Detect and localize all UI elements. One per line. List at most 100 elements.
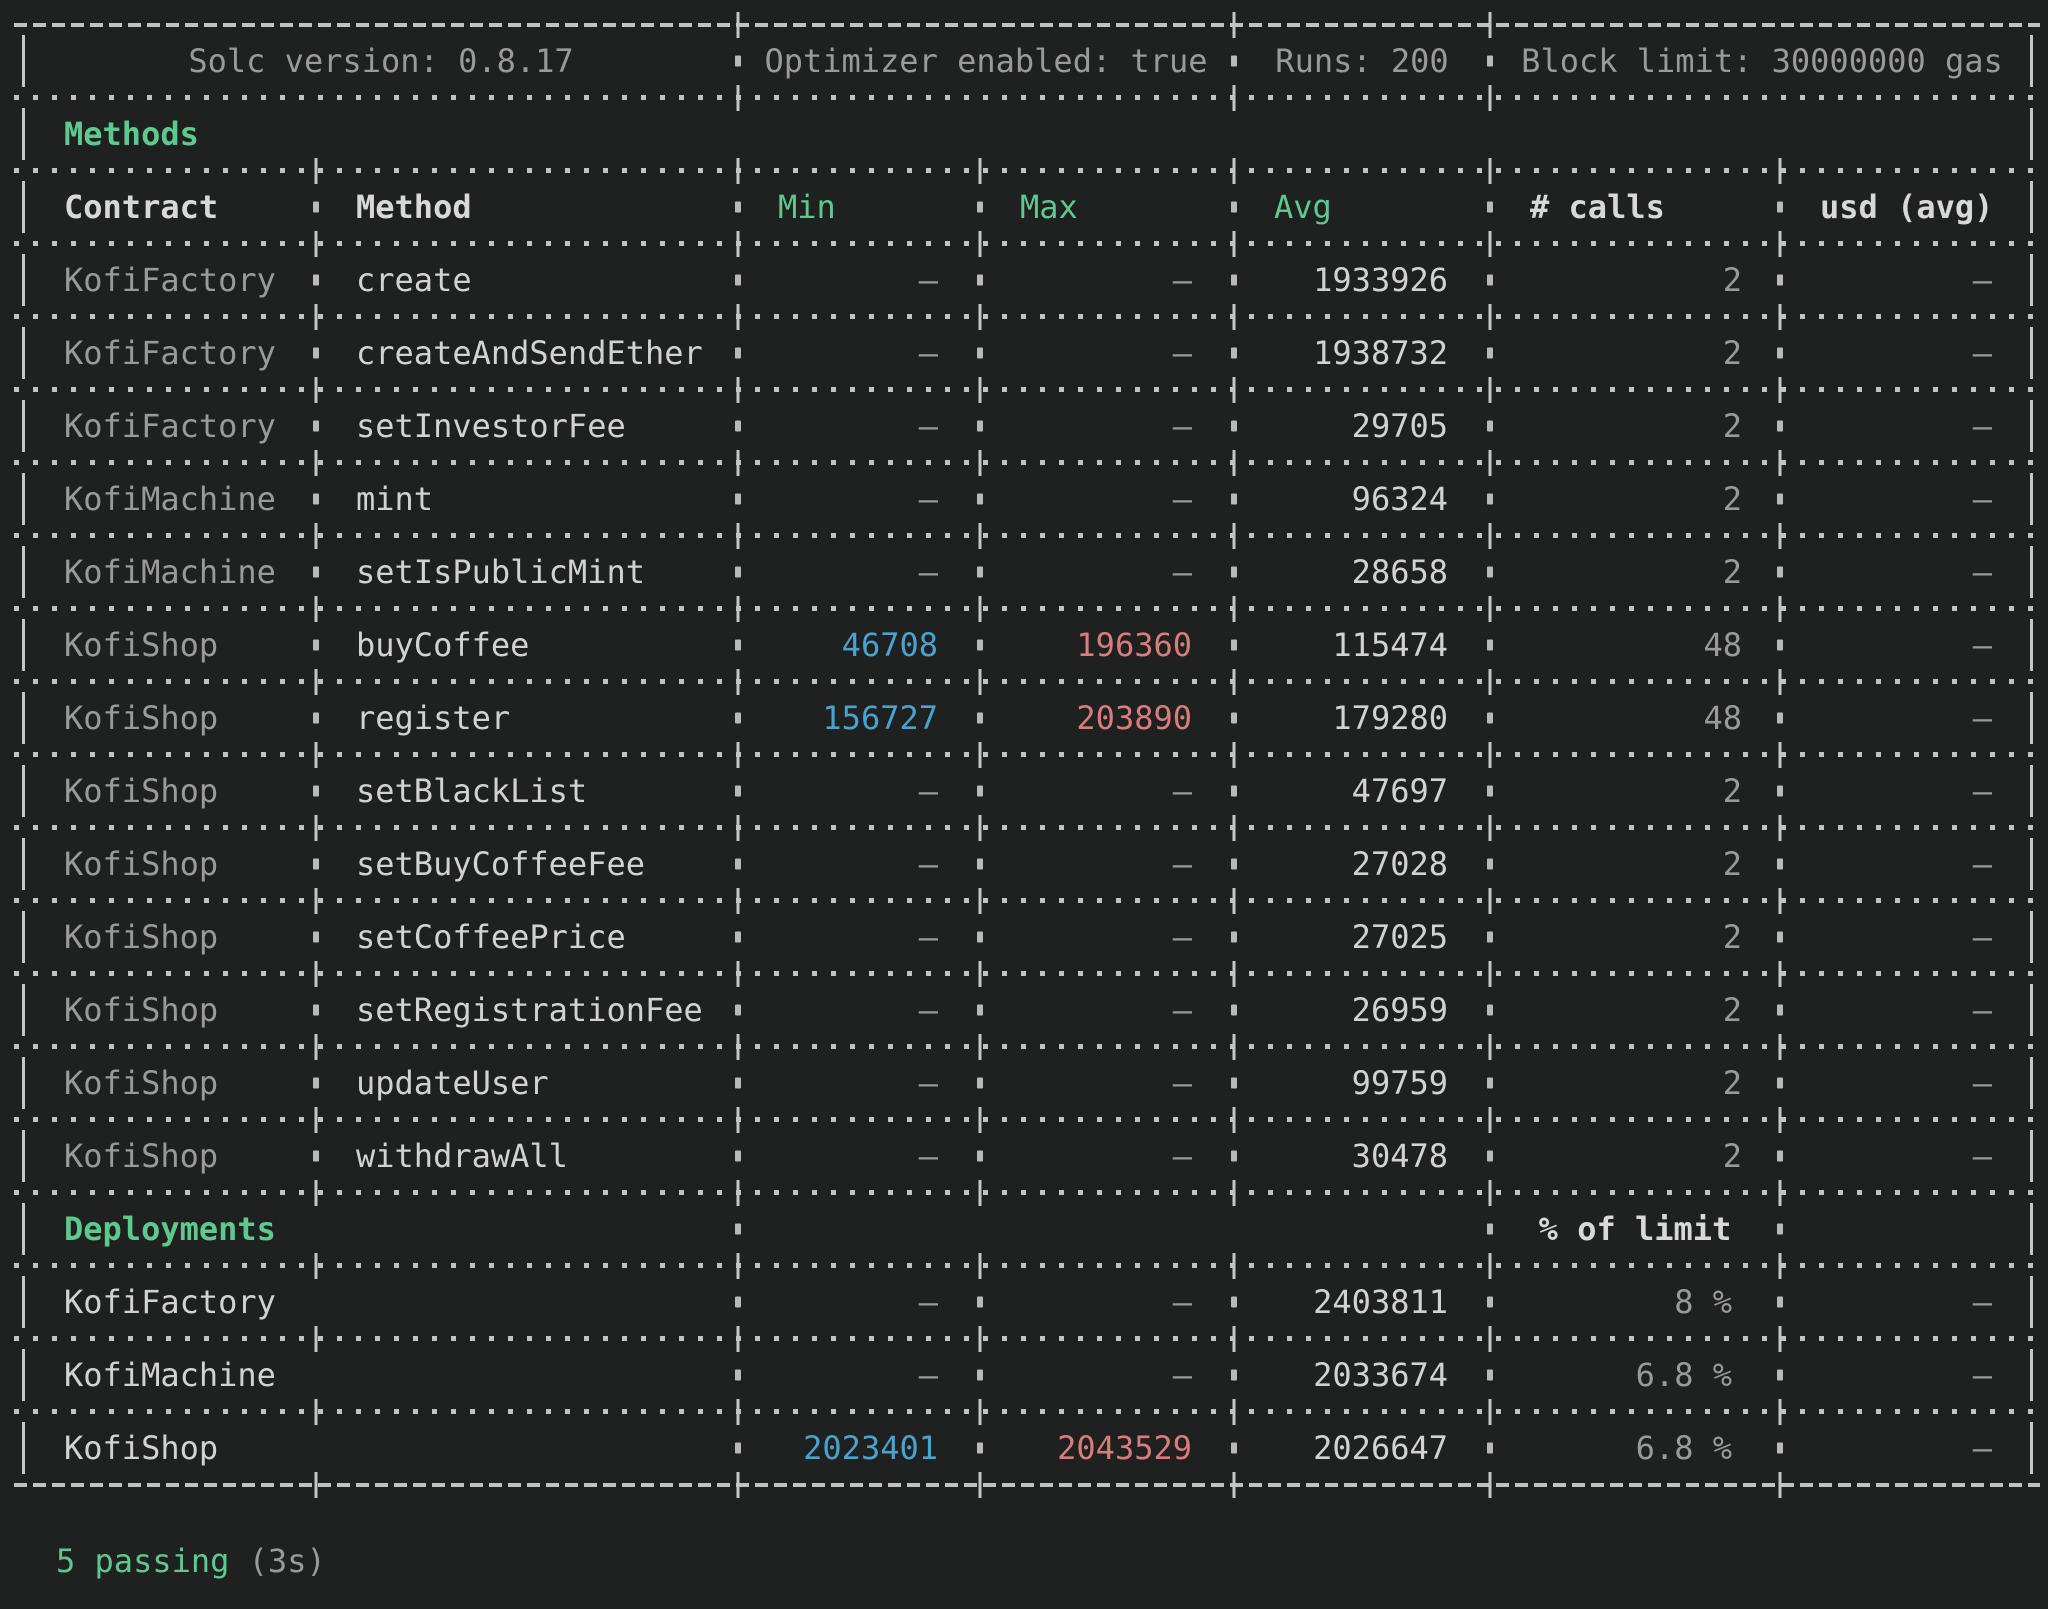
cell-separator-dot [735,566,741,578]
column-header-1: Method [356,188,472,226]
cell-separator-dot [1777,420,1783,432]
cell-separator-dot [735,931,741,943]
column-tick [1488,376,1492,403]
column-tick [314,960,318,987]
cell-calls: 2 [1722,407,1742,445]
cell-separator-dot [313,639,319,651]
cell-separator-dot [1777,566,1783,578]
row-edge-left [22,1349,25,1401]
column-tick [736,1106,740,1133]
deployment-row: KofiMachine – – 2033674 6.8 % – [14,1343,2040,1407]
cell-separator-dot [735,201,741,213]
column-tick [1488,1325,1492,1352]
column-tick [1232,1106,1236,1133]
row-edge-right [2030,473,2033,525]
method-row: KofiShop setRegistrationFee – – 26959 2 – [14,978,2040,1042]
methods-section-label: Methods [64,115,199,153]
row-edge-right [2030,1276,2033,1328]
row-edge-left [22,1422,25,1474]
solc-version-cell: Solc version: 0.8.17 [188,42,574,80]
row-edge-right [2030,1349,2033,1401]
method-row: KofiFactory setInvestorFee – – 29705 2 – [14,394,2040,458]
column-tick [314,1179,318,1206]
cell-usd: – [1972,991,1992,1029]
cell-separator-dot [977,712,983,724]
cell-avg: 2033674 [1313,1356,1448,1394]
cell-usd: – [1972,699,1992,737]
cell-max: – [1172,1064,1192,1102]
column-tick [1232,814,1236,841]
column-header-5: # calls [1530,188,1665,226]
cell-min: 46708 [841,626,938,664]
column-tick [1488,449,1492,476]
row-edge-right [2030,181,2033,233]
column-tick [978,230,982,257]
column-tick [1232,1179,1236,1206]
row-edge-right [2030,254,2033,306]
row-separator [14,376,2040,403]
method-row: KofiFactory create – – 1933926 2 – [14,248,2040,312]
cell-separator-dot [1231,201,1237,213]
column-tick [1778,522,1782,549]
cell-calls: 2 [1722,845,1742,883]
column-tick [736,1252,740,1279]
row-edge-left [22,984,25,1036]
column-tick [1488,668,1492,695]
cell-separator-dot [1231,785,1237,797]
cell-separator-dot [313,858,319,870]
column-tick [1488,1179,1492,1206]
column-tick [736,1325,740,1352]
column-tick [1778,230,1782,257]
column-tick [1778,157,1782,184]
column-tick [1488,887,1492,914]
cell-separator-dot [735,785,741,797]
cell-max: – [1172,918,1192,956]
cell-separator-dot [313,420,319,432]
deployments-section-row: Deployments % of limit [14,1197,2040,1261]
column-tick [736,741,740,768]
row-edge-left [22,400,25,452]
cell-separator-dot [1487,347,1493,359]
column-tick [1778,449,1782,476]
cell-usd: – [1972,918,1992,956]
cell-separator-dot [1231,1442,1237,1454]
cell-method: updateUser [356,1064,549,1102]
method-row: KofiShop buyCoffee 46708 196360 115474 48 – [14,613,2040,677]
cell-contract: KofiShop [64,1137,219,1175]
column-tick [314,376,318,403]
cell-min: 2023401 [803,1429,938,1467]
row-edge-right [2030,1422,2033,1474]
cell-calls: 2 [1722,991,1742,1029]
cell-max: 196360 [1076,626,1192,664]
cell-avg: 26959 [1351,991,1448,1029]
column-tick [314,668,318,695]
cell-separator-dot [1777,493,1783,505]
method-row: KofiShop withdrawAll – – 30478 2 – [14,1124,2040,1188]
column-tick [1488,741,1492,768]
column-tick [978,741,982,768]
passing-count: 5 passing [56,1542,230,1580]
cell-separator-dot [1777,1296,1783,1308]
cell-usd: – [1972,1429,1992,1467]
column-tick [736,887,740,914]
column-header-3: Max [1020,188,1078,226]
row-separator [14,887,2040,914]
cell-avg: 27028 [1351,845,1448,883]
row-edge-left [22,181,25,233]
cell-contract: KofiShop [64,991,219,1029]
column-tick [1778,1252,1782,1279]
column-tick [1232,595,1236,622]
cell-contract: KofiMachine [64,1356,276,1394]
runs-cell: Runs: 200 [1275,42,1449,80]
cell-calls: 2 [1722,480,1742,518]
column-tick [1232,960,1236,987]
cell-avg: 47697 [1351,772,1448,810]
cell-min: – [918,480,938,518]
column-tick [314,230,318,257]
method-row: KofiMachine setIsPublicMint – – 28658 2 – [14,540,2040,604]
column-tick [736,1179,740,1206]
cell-contract: KofiShop [64,918,219,956]
row-edge-left [22,1203,25,1255]
cell-min: – [918,1283,938,1321]
row-separator [14,1398,2040,1425]
